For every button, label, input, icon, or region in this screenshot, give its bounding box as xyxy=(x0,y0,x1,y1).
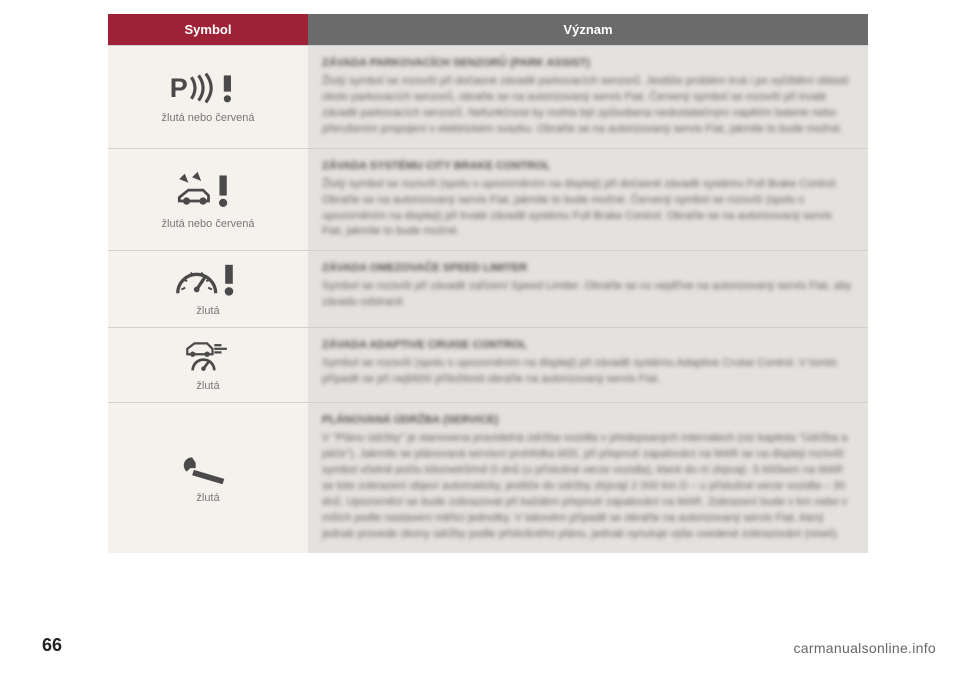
color-label: žlutá xyxy=(196,492,219,504)
header-symbol: Symbol xyxy=(108,14,308,45)
table-row: žlutá ZÁVADA ADAPTIVE CRUISE CONTROL Symbo… xyxy=(108,327,868,402)
header-meaning: Význam xyxy=(308,14,868,45)
table-row: P žlutá nebo červenáZÁVADA PARKOVACÍCH S… xyxy=(108,45,868,148)
city-brake-icon xyxy=(174,170,241,212)
meaning-body: Symbol se rozsvítí při závadě zařízení S… xyxy=(322,279,854,311)
meaning-body: Žlutý symbol se rozsvítí při dočasné záv… xyxy=(322,74,854,138)
meaning-cell: ZÁVADA ADAPTIVE CRUISE CONTROL Symbol se … xyxy=(308,328,868,402)
symbol-cell: žlutá nebo červená xyxy=(108,149,308,251)
color-label: žlutá xyxy=(196,305,219,317)
svg-text:P: P xyxy=(170,73,188,103)
meaning-title: ZÁVADA PARKOVACÍCH SENZORŮ (PARK ASSIST) xyxy=(322,56,854,72)
meaning-body: Symbol se rozsvítí (spolu s upozorněním … xyxy=(322,356,854,388)
meaning-title: ZÁVADA SYSTÉMU CITY BRAKE CONTROL xyxy=(322,159,854,175)
acc-icon xyxy=(181,338,235,374)
meaning-body: Žlutý symbol se rozsvítí (spolu s upozor… xyxy=(322,177,854,241)
table-row: žlutá ZÁVADA OMEZOVAČE SPEED LIMITER Symbo… xyxy=(108,250,868,327)
color-label: žlutá nebo červená xyxy=(162,218,255,230)
meaning-cell: PLÁNOVANÁ ÚDRŽBA (SERVICE) V "Plánu údržb… xyxy=(308,403,868,553)
watermark: carmanualsonline.info xyxy=(794,640,937,656)
meaning-cell: ZÁVADA OMEZOVAČE SPEED LIMITER Symbol se … xyxy=(308,251,868,327)
table-header: Symbol Význam xyxy=(108,14,868,45)
wrench-icon xyxy=(181,452,235,486)
symbol-cell: žlutá xyxy=(108,403,308,553)
meaning-title: ZÁVADA ADAPTIVE CRUISE CONTROL xyxy=(322,338,854,354)
table-row: žlutá PLÁNOVANÁ ÚDRŽBA (SERVICE) V "Plánu … xyxy=(108,402,868,553)
symbol-table: Symbol Význam P žlutá nebo červenáZÁVADA… xyxy=(108,14,868,553)
meaning-cell: ZÁVADA PARKOVACÍCH SENZORŮ (PARK ASSIST)… xyxy=(308,46,868,148)
meaning-body: V "Plánu údržby" je stanovena pravidelná… xyxy=(322,431,854,543)
color-label: žlutá nebo červená xyxy=(162,112,255,124)
page-number: 66 xyxy=(42,635,62,656)
symbol-cell: P žlutá nebo červená xyxy=(108,46,308,148)
meaning-cell: ZÁVADA SYSTÉMU CITY BRAKE CONTROL Žlutý s… xyxy=(308,149,868,251)
symbol-cell: žlutá xyxy=(108,251,308,327)
color-label: žlutá xyxy=(196,380,219,392)
park-assist-icon: P xyxy=(168,70,247,106)
table-row: žlutá nebo červená ZÁVADA SYSTÉMU CITY BR… xyxy=(108,148,868,251)
meaning-title: ZÁVADA OMEZOVAČE SPEED LIMITER xyxy=(322,261,854,277)
meaning-title: PLÁNOVANÁ ÚDRŽBA (SERVICE) xyxy=(322,413,854,429)
symbol-cell: žlutá xyxy=(108,328,308,402)
speed-limiter-icon xyxy=(172,261,244,299)
